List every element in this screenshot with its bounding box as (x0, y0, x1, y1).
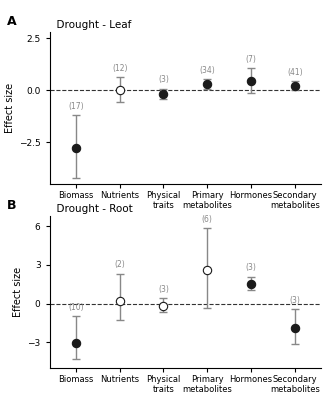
Text: (3): (3) (246, 263, 257, 272)
Y-axis label: Effect size: Effect size (5, 83, 15, 133)
Text: (3): (3) (289, 296, 300, 305)
Text: B: B (7, 199, 16, 212)
Text: Drought - Root: Drought - Root (50, 204, 132, 214)
Text: (2): (2) (114, 260, 125, 270)
Text: Drought - Leaf: Drought - Leaf (50, 20, 131, 30)
Text: (17): (17) (68, 102, 84, 111)
Text: (34): (34) (199, 66, 215, 75)
Text: (12): (12) (112, 64, 127, 73)
Text: A: A (7, 15, 16, 28)
Text: (41): (41) (287, 68, 303, 76)
Text: (7): (7) (246, 55, 257, 64)
Text: (3): (3) (158, 75, 169, 84)
Text: (3): (3) (158, 285, 169, 294)
Text: (6): (6) (202, 215, 213, 224)
Y-axis label: Effect size: Effect size (13, 267, 23, 317)
Text: (10): (10) (68, 303, 84, 312)
